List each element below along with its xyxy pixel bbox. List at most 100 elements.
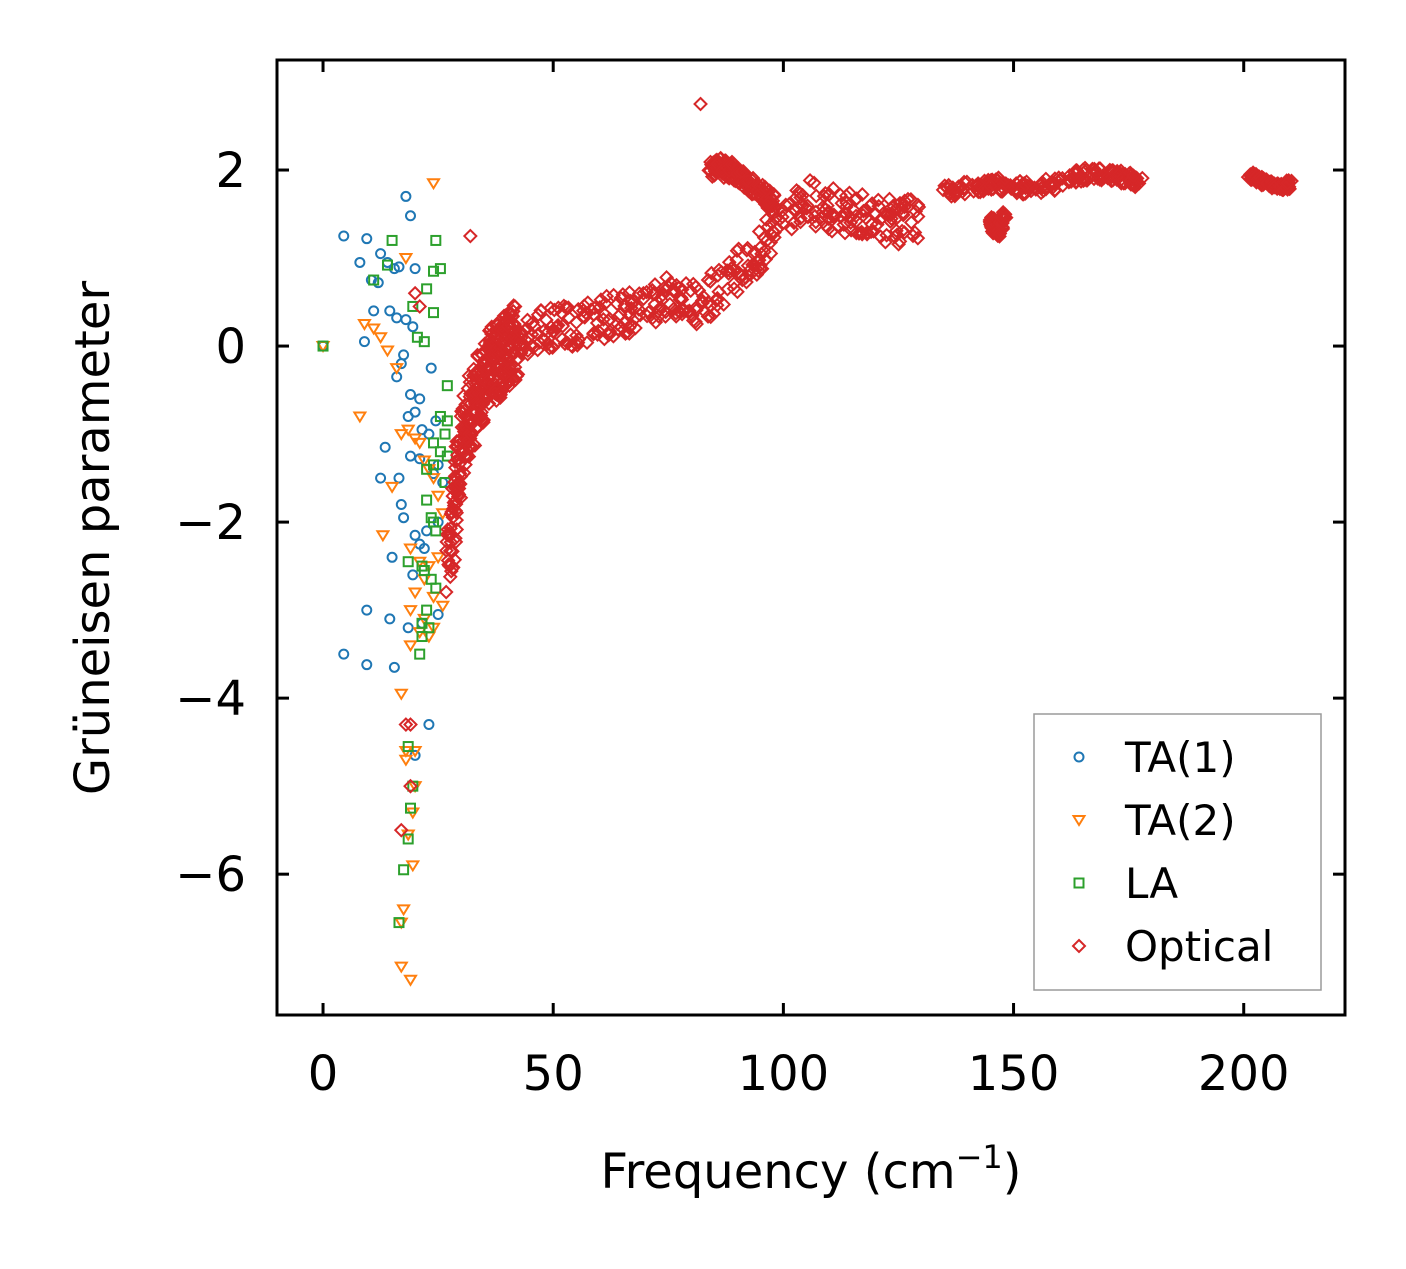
data-point (766, 229, 782, 245)
data-point (864, 216, 879, 232)
data-point (910, 197, 926, 213)
data-point (868, 206, 884, 222)
data-point (402, 741, 414, 753)
data-point (806, 175, 822, 191)
data-point (403, 974, 418, 987)
x-axis-title-superscript: −1 (956, 1138, 1003, 1176)
data-point (945, 180, 961, 196)
data-point (871, 198, 887, 214)
data-point (903, 215, 919, 230)
data-point (441, 415, 453, 427)
data-point (407, 587, 423, 600)
data-point (846, 202, 862, 218)
data-point (386, 551, 398, 563)
data-point (443, 563, 459, 579)
data-point (461, 449, 477, 464)
data-point (414, 453, 426, 465)
data-point (761, 195, 777, 211)
x-tick-label: 200 (1198, 1046, 1290, 1102)
data-point (418, 336, 430, 348)
data-point (734, 164, 750, 179)
data-point (352, 411, 368, 424)
data-point (452, 476, 468, 492)
data-point (575, 303, 591, 319)
data-point (557, 336, 573, 352)
data-point (543, 319, 559, 335)
data-point (1009, 185, 1025, 201)
data-point (405, 860, 421, 873)
data-point (673, 290, 689, 306)
data-point (602, 311, 618, 327)
data-point (1280, 175, 1296, 191)
data-point (854, 187, 870, 202)
data-point (449, 522, 465, 537)
data-point (821, 186, 837, 202)
data-point (888, 223, 904, 239)
data-point (412, 437, 427, 450)
data-point (877, 234, 893, 250)
legend-marker (1073, 751, 1085, 763)
data-point (1077, 160, 1093, 176)
data-point (775, 216, 791, 231)
data-point (700, 272, 716, 288)
data-point (403, 605, 418, 618)
data-point (423, 719, 435, 731)
data-point (405, 210, 416, 222)
data-point (435, 600, 451, 613)
series-ta-1- (317, 190, 449, 761)
data-point (895, 204, 911, 220)
data-point (854, 226, 870, 242)
data-point (993, 209, 1009, 225)
data-point (663, 275, 679, 291)
data-point (546, 302, 562, 318)
data-point (476, 412, 491, 428)
data-point (648, 314, 664, 330)
data-point (694, 293, 710, 309)
data-point (434, 263, 446, 275)
data-point (379, 441, 391, 453)
data-point (623, 318, 638, 333)
data-point (750, 188, 765, 204)
data-point (621, 326, 637, 341)
x-axis-title-close: ) (1003, 1144, 1022, 1200)
data-point (944, 188, 959, 204)
data-point (870, 192, 886, 208)
y-tick-label: −6 (175, 847, 246, 903)
data-point (702, 163, 718, 179)
data-point (430, 552, 446, 565)
data-point (541, 340, 557, 356)
data-point (1109, 163, 1125, 179)
data-point (358, 336, 370, 348)
data-point (983, 178, 999, 194)
data-point (394, 688, 409, 701)
data-point (666, 301, 682, 317)
data-point (710, 267, 726, 283)
data-point (400, 314, 412, 326)
series-la (317, 234, 453, 929)
data-point (394, 429, 409, 441)
data-point (994, 184, 1010, 199)
data-point (756, 244, 772, 260)
data-point (596, 331, 612, 347)
data-point (456, 465, 472, 481)
legend-label: LA (1125, 859, 1178, 908)
data-point (409, 529, 421, 541)
data-point (907, 225, 923, 240)
data-point (416, 631, 428, 643)
data-point (381, 259, 393, 271)
data-point (462, 228, 478, 244)
data-point (439, 428, 451, 440)
data-point (380, 345, 395, 358)
data-point (441, 380, 453, 392)
data-point (484, 332, 500, 348)
data-point (970, 176, 986, 191)
data-point (487, 386, 503, 402)
data-point (530, 307, 546, 323)
data-points (315, 96, 1299, 987)
data-point (565, 339, 580, 354)
data-point (825, 181, 841, 196)
data-point (756, 230, 772, 246)
data-point (501, 315, 517, 331)
data-point (512, 336, 528, 352)
data-point (402, 622, 414, 634)
